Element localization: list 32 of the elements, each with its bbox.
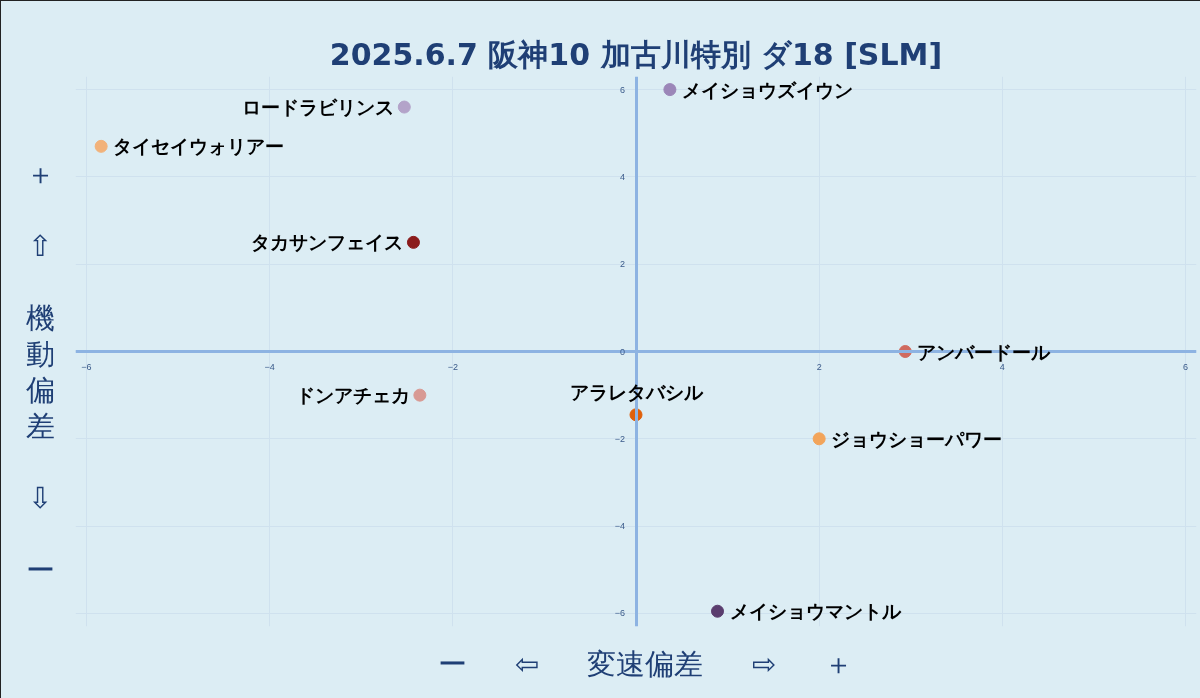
y-tick-label: −6	[614, 608, 625, 619]
x-tick-label: 2	[816, 361, 822, 372]
point	[663, 83, 677, 97]
series-label: タカサンフェイス	[251, 231, 404, 254]
x-tick-label: 4	[999, 361, 1005, 372]
series-label: ジョウショーパワー	[831, 427, 1003, 450]
point	[812, 432, 826, 446]
x-tick-label: 6	[1183, 361, 1189, 372]
y-tick-label: −2	[614, 433, 625, 444]
chart-title: 2025.6.7 阪神10 加古川特別 ダ18 [SLM]	[329, 36, 943, 72]
y-tick-label: 2	[619, 259, 626, 270]
point	[711, 604, 725, 618]
point	[94, 139, 108, 153]
text: ＋ ⇧ 機動偏差 ⇩ ー	[25, 158, 55, 586]
x-tick-label: −6	[81, 361, 92, 372]
point	[406, 235, 420, 249]
y-tick-label: 0	[619, 346, 626, 357]
series-label: アラレタバシル	[569, 380, 704, 403]
series-label: ロードラビリンス	[242, 96, 395, 119]
point	[397, 100, 411, 114]
series-label: メイショウズイウン	[681, 78, 853, 101]
y-tick-label: −4	[614, 521, 625, 532]
series-label: アンバードール	[917, 340, 1052, 363]
x-tick-label: −2	[447, 361, 458, 372]
series-label: タイセイウォリアー	[113, 135, 285, 158]
y-tick-label: 4	[619, 171, 626, 182]
x-tick-label: −4	[264, 361, 275, 372]
point	[413, 388, 427, 402]
x-axis-title: ー ⇦ 変速偏差 ⇨ ＋	[438, 647, 853, 682]
series-label: メイショウマントル	[729, 600, 902, 623]
series-label: ドンアチェカ	[295, 384, 410, 407]
y-tick-label: 6	[619, 84, 626, 95]
